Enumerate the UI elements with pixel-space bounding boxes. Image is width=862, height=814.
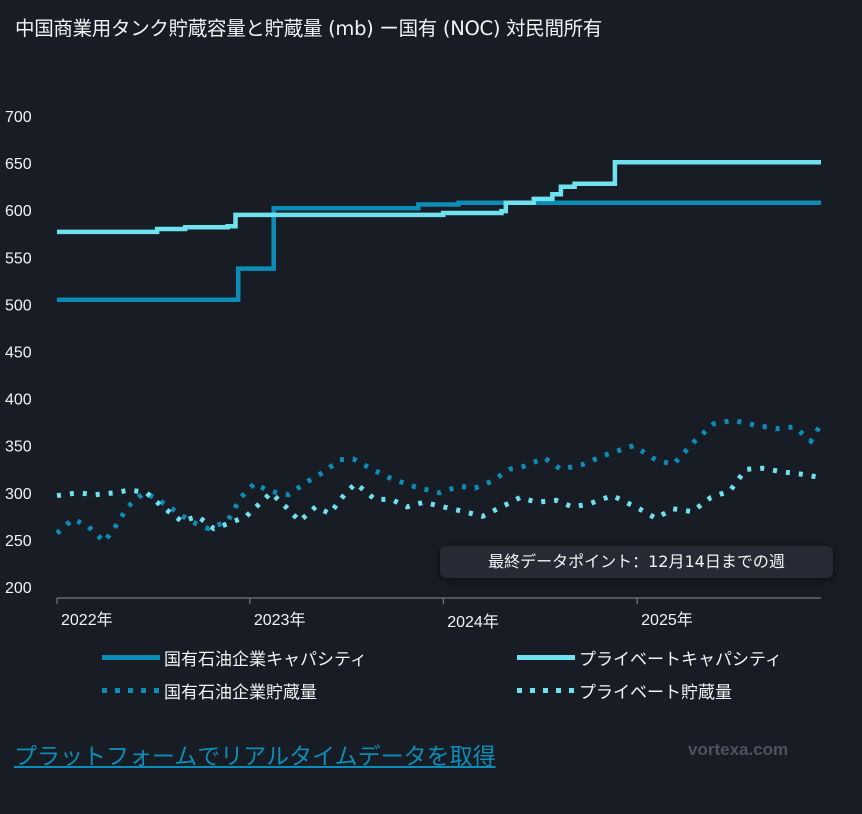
legend-label: プライベートキャパシティ [579,650,782,670]
legend-item-noc-capacity[interactable]: 国有石油企業キャパシティ [102,645,367,670]
chart-title: 中国商業用タンク貯蔵容量と貯蔵量 (mb) ー国有 (NOC) 対民間所有 [15,17,603,40]
y-tick-label: 650 [5,156,32,173]
x-tick-label: 2023年 [254,611,306,629]
series-line-0 [57,200,821,302]
x-tick-label: 2024年 [447,613,499,631]
y-tick-label: 600 [5,203,32,220]
y-tick-label: 700 [5,109,32,126]
y-tick-label: 200 [5,580,32,597]
y-tick-label: 350 [5,439,32,456]
legend-item-private-capacity[interactable]: プライベートキャパシティ [517,645,782,670]
realtime-data-link[interactable]: プラットフォームでリアルタイムデータを取得 [14,744,496,770]
legend-item-private-storage[interactable]: プライベート貯蔵量 [517,678,732,703]
legend-swatch-solid [517,655,575,660]
series-line-3 [56,465,822,532]
y-tick-label: 450 [5,345,32,362]
x-axis: 2022年 2023年 2024年 2025年 [56,597,821,631]
y-tick-label: 550 [5,250,32,267]
last-data-point-annotation: 最終データポイント：12月14日までの週 [440,546,833,578]
y-axis: 700 650 600 550 500 450 400 350 300 250 200 [5,109,32,597]
plot-area [55,159,824,546]
y-tick-label: 300 [5,486,32,503]
y-tick-label: 400 [5,392,32,409]
legend-label: プライベート貯蔵量 [579,683,732,703]
legend-label: 国有石油企業キャパシティ [164,650,367,670]
vortexa-logo: vortexa.com [688,740,789,759]
x-tick-label: 2022年 [61,611,113,629]
legend-swatch-dotted [517,688,575,693]
series-line-1 [57,159,821,235]
legend-swatch-dotted [102,688,160,693]
x-tick-label: 2025年 [641,611,693,629]
series-line-2 [55,417,824,546]
y-tick-label: 250 [5,533,32,550]
legend-label: 国有石油企業貯蔵量 [164,683,317,703]
legend-item-noc-storage[interactable]: 国有石油企業貯蔵量 [102,678,317,703]
y-tick-label: 500 [5,297,32,314]
legend-swatch-solid [102,655,160,660]
